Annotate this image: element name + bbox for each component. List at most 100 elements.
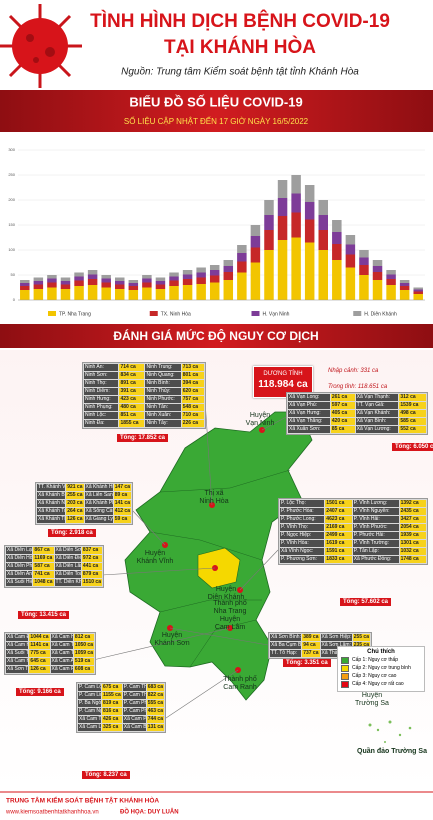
case-count: 480 ca: [119, 404, 145, 411]
commune-name: Xã Sơn Hiệp:: [320, 634, 352, 641]
leader-lines: [92, 399, 291, 721]
bar-segment: [277, 198, 288, 216]
map-title: ĐÁNH GIÁ MỨC ĐỘ NGUY CƠ DỊCH: [113, 328, 318, 343]
commune-name: P. Vĩnh Nguyên:: [352, 508, 399, 515]
case-count: 441 ca: [81, 563, 102, 570]
case-count: 498 ca: [399, 410, 426, 417]
imported-count: Nhập cảnh: 331 ca: [328, 368, 379, 374]
bar-segment: [372, 260, 383, 266]
bar-segment: [20, 283, 30, 286]
risk-legend: Chú thích Cấp 1: Nguy cơ thấp Cấp 2: Nguy …: [337, 646, 425, 692]
commune-name: Xã Cam Đức:: [6, 634, 29, 641]
bar-segment: [47, 287, 57, 300]
commune-name: Ninh Phước:: [145, 396, 181, 403]
case-count: 548 ca: [181, 404, 204, 411]
legend-item: Cấp 2: Nguy cơ trung bình: [341, 664, 421, 672]
commune-name: Xã Suối Hiệp:: [6, 579, 33, 586]
case-count: 744 ca: [146, 716, 164, 723]
commune-name: Xã Xuân Sơn:: [288, 426, 330, 433]
commune-name: Ninh Xuân:: [145, 412, 181, 419]
bar-segment: [47, 278, 57, 283]
map-banner: [0, 324, 433, 348]
bar-segment: [101, 275, 111, 279]
legend-item: Cấp 1: Nguy cơ thấp: [341, 656, 421, 664]
district-label: Thị xã Ninh Hòa: [199, 490, 229, 505]
bar-segment: [359, 275, 369, 300]
legend-swatch: [353, 311, 362, 316]
bar-segment: [209, 265, 220, 270]
case-count: 255 ca: [66, 492, 84, 499]
case-count: 141 ca: [113, 500, 131, 507]
district-total: Tổng: 9.166 ca: [16, 688, 64, 696]
bar-segment: [399, 286, 410, 290]
bar-segment: [115, 281, 125, 285]
commune-name: Ninh Thọ:: [84, 380, 119, 387]
commune-name: Ninh Hưng:: [84, 396, 119, 403]
commune-name: Xã Cam Hiệp Bắc:: [6, 658, 29, 665]
district-total: Tổng: 3.351 ca: [283, 659, 331, 667]
legend-item: Cấp 3: Nguy cơ cao: [341, 672, 421, 680]
commune-name: Xã Phước Đồng:: [352, 556, 399, 563]
commune-name: Xã Khánh Nam:: [37, 500, 66, 507]
legend-label: Cấp 4: Nguy cơ rất cao: [352, 681, 404, 687]
bar-segment: [182, 270, 193, 275]
case-count: 1392 ca: [399, 500, 426, 507]
bar-segment: [87, 274, 98, 279]
commune-name: Xã Liên Sang:: [84, 492, 113, 499]
commune-name: Xã Cam Thành Nam:: [78, 716, 101, 723]
bar-segment: [345, 254, 356, 268]
legend-swatch: [341, 680, 349, 688]
case-count: 597 ca: [330, 402, 355, 409]
legend-swatch: [251, 311, 260, 316]
footer-website: www.kiemsoatbenhtatkhanhhoa.vn: [5, 810, 99, 816]
bar-segment: [115, 284, 125, 289]
commune-name: Xã Cam Phước Đông:: [122, 716, 146, 723]
bar-segment: [155, 281, 166, 285]
bar-segment: [115, 289, 125, 300]
bar-segment: [209, 282, 220, 300]
commune-name: Xã Khánh Bình:: [37, 492, 66, 499]
case-count: 645 ca: [29, 658, 50, 665]
case-count: 801 ca: [181, 372, 204, 379]
commune-name: Xã Cam Tân:: [50, 642, 73, 649]
bar-segment: [237, 261, 247, 273]
case-count: 608 ca: [73, 666, 94, 673]
case-count: 819 ca: [101, 700, 122, 707]
bar-segment: [223, 260, 234, 266]
bar-segment: [60, 281, 71, 285]
chart-banner: [0, 90, 433, 132]
bar-segment: [182, 274, 193, 279]
case-count: 1539 ca: [399, 402, 426, 409]
bar-segment: [291, 175, 301, 194]
case-count: 3427 ca: [399, 516, 426, 523]
commune-name: Ninh Sơn:: [84, 372, 119, 379]
bar-segment: [128, 280, 139, 283]
case-count: 519 ca: [73, 658, 94, 665]
bar-segment: [209, 270, 220, 276]
title: TẠI KHÁNH HÒA: [164, 36, 316, 58]
commune-name: Ninh Quang:: [145, 372, 181, 379]
bar-segment: [196, 267, 206, 273]
case-count: 710 ca: [181, 412, 204, 419]
case-count: 822 ca: [146, 692, 164, 699]
bar-segment: [277, 240, 288, 300]
district-total: Tổng: 6.050 ca: [392, 443, 433, 451]
case-count: 1619 ca: [325, 540, 352, 547]
case-count: 4623 ca: [325, 516, 352, 523]
bar-segment: [155, 289, 166, 300]
case-count: 879 ca: [81, 571, 102, 578]
commune-name: P. Cam Thuận:: [122, 684, 146, 691]
commune-name: Ninh Lộc:: [84, 412, 119, 419]
case-count: 1301 ca: [399, 540, 426, 547]
commune-name: Ninh Diêm:: [84, 388, 119, 395]
bar-segment: [264, 200, 274, 215]
commune-name: Ninh Phụng:: [84, 404, 119, 411]
bar-segment: [304, 219, 315, 243]
bar-segment: [345, 235, 356, 245]
district-box: Ninh An: 714 ca Ninh Trung: 713 ca Ninh Sơn:…: [82, 362, 206, 429]
bar-segment: [291, 237, 301, 300]
commune-name: Xã Vạn Bình:: [355, 418, 399, 425]
bar-segment: [87, 279, 98, 285]
case-count: 1833 ca: [325, 556, 352, 563]
